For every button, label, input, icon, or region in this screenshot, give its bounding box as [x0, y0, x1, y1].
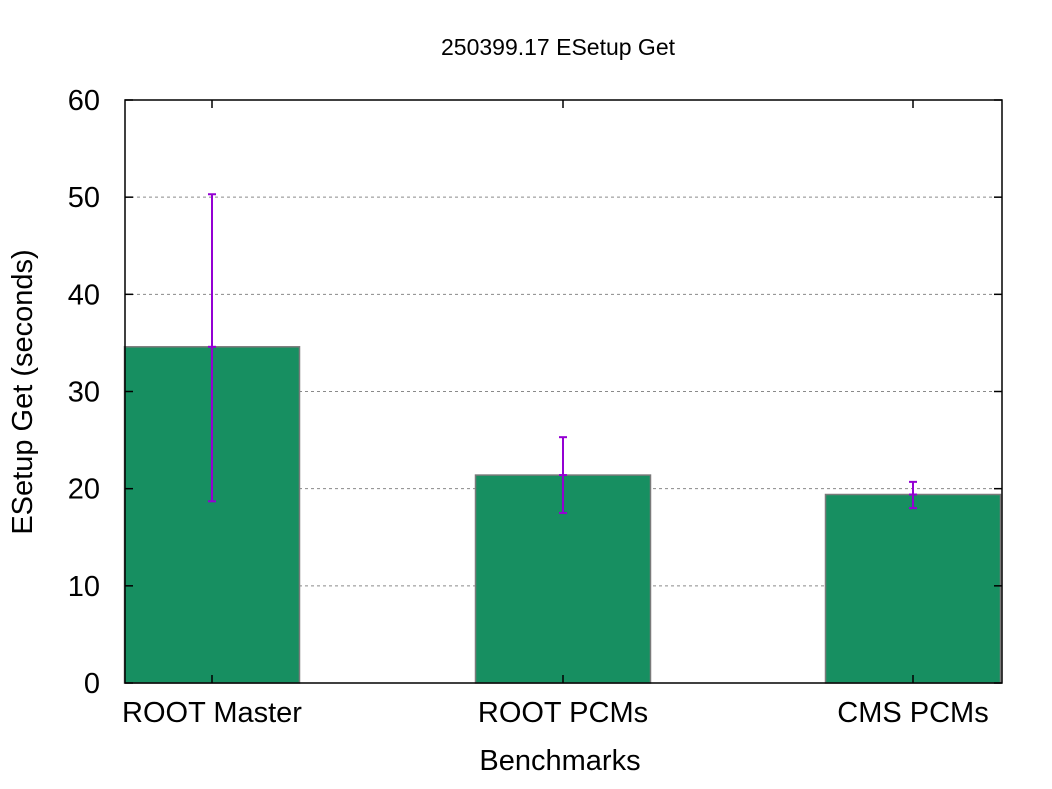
- x-axis-ticks: ROOT Master ROOT PCMs CMS PCMs: [122, 100, 989, 729]
- x-tick-label: CMS PCMs: [837, 697, 988, 729]
- x-axis-title: Benchmarks: [479, 745, 640, 777]
- y-tick-label: 0: [84, 668, 100, 700]
- chart-title: 250399.17 ESetup Get: [441, 34, 676, 60]
- y-tick-label: 10: [68, 571, 100, 603]
- y-tick-label: 20: [68, 474, 100, 506]
- bar: [824, 493, 1002, 684]
- x-tick-label: ROOT Master: [122, 697, 302, 729]
- y-tick-label: 40: [68, 279, 100, 311]
- y-tick-label: 50: [68, 182, 100, 214]
- error-bars: [208, 193, 917, 514]
- y-tick-label: 60: [68, 85, 100, 117]
- y-axis-ticks: 0 10 20 30 40 50 60: [68, 85, 1002, 700]
- y-axis-title: ESetup Get (seconds): [7, 249, 39, 534]
- x-tick-label: ROOT PCMs: [478, 697, 648, 729]
- bars: [123, 346, 1002, 684]
- y-tick-label: 30: [68, 377, 100, 409]
